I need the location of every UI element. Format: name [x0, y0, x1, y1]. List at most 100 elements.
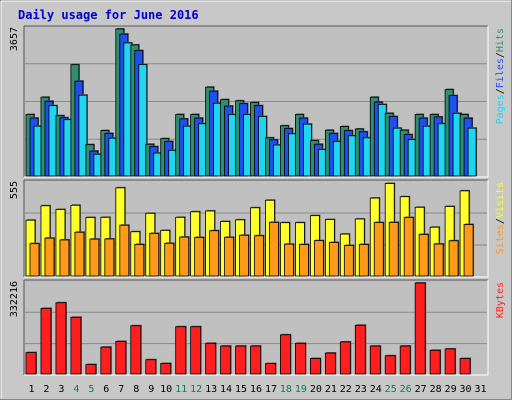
- legend-entry-files: Files: [495, 58, 506, 88]
- bar-kbytes-day-4: [70, 316, 82, 375]
- x-tick-label: 10: [160, 384, 172, 395]
- x-tick-label: 26: [400, 384, 412, 395]
- legend-hits-files-pages: Pages/Files/Hits: [495, 28, 506, 124]
- x-tick-label: 16: [250, 384, 262, 395]
- bar-kbytes-day-29: [444, 348, 456, 375]
- x-tick-label: 7: [118, 384, 124, 395]
- x-axis-labels: 1 2 3 4 5 6 7 8 9 10 11 12 13 14 15 16 17 18 19 20 21 22 23 24 2…: [28, 384, 486, 395]
- y-max-label-kbytes: 332216: [9, 281, 20, 317]
- x-tick-label: 9: [148, 384, 154, 395]
- x-tick-label: 2: [43, 384, 49, 395]
- bar-sites-day-26: [403, 217, 414, 277]
- bar-kbytes-day-14: [220, 345, 231, 375]
- x-tick-label: 28: [430, 384, 442, 395]
- bar-kbytes-day-21: [324, 352, 336, 375]
- x-tick-label: 11: [175, 384, 187, 395]
- bar-kbytes-day-27: [414, 282, 426, 375]
- bar-sites-day-23: [358, 244, 369, 277]
- bar-sites-day-19: [299, 244, 309, 277]
- x-tick-label: 29: [445, 384, 457, 395]
- bar-kbytes-day-12: [190, 326, 202, 375]
- x-tick-label: 21: [325, 384, 337, 395]
- legend-kbytes: KBytes: [495, 282, 506, 318]
- bar-sites-day-30: [463, 224, 474, 277]
- bar-sites-day-20: [313, 240, 324, 277]
- x-tick-label: 25: [385, 384, 397, 395]
- bar-sites-day-16: [254, 235, 264, 277]
- bar-kbytes-day-24: [369, 345, 381, 375]
- bar-kbytes-day-6: [100, 346, 112, 375]
- x-tick-label: 20: [310, 384, 322, 395]
- bar-sites-day-9: [149, 233, 160, 277]
- x-tick-label: 17: [265, 384, 277, 395]
- chart-panels: 3657 Pages/Files/Hits 555 Sites/Visits 33221…: [9, 25, 506, 376]
- bar-sites-day-7: [119, 224, 130, 277]
- bar-kbytes-day-19: [295, 342, 306, 375]
- bar-kbytes-day-7: [115, 341, 127, 375]
- legend-entry-kbytes: KBytes: [495, 282, 506, 318]
- x-tick-label: 4: [73, 384, 79, 395]
- legend-entry-hits: Hits: [495, 28, 506, 52]
- bar-sites-day-12: [194, 237, 205, 277]
- bar-kbytes-day-1: [25, 352, 37, 375]
- bar-kbytes-day-25: [384, 355, 396, 375]
- bar-sites-day-21: [328, 242, 339, 277]
- x-tick-label: 22: [340, 384, 352, 395]
- bar-sites-day-3: [59, 239, 70, 277]
- bar-kbytes-day-18: [280, 334, 291, 375]
- bar-kbytes-day-2: [40, 307, 52, 375]
- bar-kbytes-day-8: [130, 325, 142, 375]
- x-tick-label: 3: [58, 384, 64, 395]
- bar-pages-day-30: [467, 127, 477, 177]
- x-tick-label: 8: [133, 384, 139, 395]
- x-tick-label: 31: [474, 384, 486, 395]
- x-tick-label: 14: [220, 384, 232, 395]
- bar-kbytes-day-23: [354, 324, 366, 375]
- bar-kbytes-day-17: [265, 363, 276, 375]
- bar-sites-day-24: [373, 222, 384, 277]
- bar-sites-day-25: [388, 221, 399, 277]
- panel-kbytes: 332216 KBytes: [9, 279, 506, 376]
- bar-sites-day-4: [74, 231, 85, 277]
- bar-sites-day-13: [209, 230, 220, 277]
- bar-kbytes-day-9: [145, 359, 157, 375]
- panel-visits-sites: 555 Sites/Visits: [9, 179, 506, 278]
- legend-entry-sites: Sites: [495, 224, 506, 254]
- bar-sites-day-11: [179, 236, 190, 277]
- bar-sites-day-5: [89, 238, 100, 277]
- chart-title: Daily usage for June 2016: [18, 8, 199, 22]
- bar-kbytes-day-26: [399, 345, 411, 375]
- x-tick-label: 5: [88, 384, 94, 395]
- x-tick-label: 27: [415, 384, 427, 395]
- bar-sites-day-22: [343, 245, 354, 277]
- bar-pages-day-4: [78, 94, 88, 177]
- bar-kbytes-day-16: [250, 345, 261, 375]
- panel-hits-files-pages: 3657 Pages/Files/Hits: [9, 25, 506, 178]
- bar-kbytes-day-22: [339, 341, 351, 375]
- x-tick-label: 23: [355, 384, 367, 395]
- x-tick-label: 1: [28, 384, 34, 395]
- bar-sites-day-2: [44, 237, 55, 277]
- bar-sites-day-15: [239, 234, 249, 277]
- bar-sites-day-6: [104, 238, 115, 277]
- bar-kbytes-day-28: [429, 349, 441, 375]
- legend-entry-pages: Pages: [495, 94, 506, 124]
- bar-kbytes-day-11: [175, 326, 187, 375]
- bar-kbytes-day-5: [85, 364, 97, 375]
- bar-sites-day-1: [29, 243, 40, 277]
- x-tick-label: 19: [295, 384, 307, 395]
- x-tick-label: 13: [205, 384, 217, 395]
- bar-sites-day-8: [134, 244, 145, 277]
- bar-kbytes-day-30: [459, 358, 471, 375]
- x-tick-label: 6: [103, 384, 109, 395]
- bar-sites-day-28: [433, 243, 444, 277]
- bar-kbytes-day-13: [205, 342, 217, 375]
- x-tick-label: 12: [190, 384, 202, 395]
- bar-pages-day-8: [138, 64, 148, 177]
- bar-kbytes-day-20: [309, 358, 321, 375]
- bar-sites-day-14: [224, 236, 234, 277]
- bar-sites-day-18: [284, 243, 294, 277]
- legend-entry-visits: Visits: [495, 182, 506, 218]
